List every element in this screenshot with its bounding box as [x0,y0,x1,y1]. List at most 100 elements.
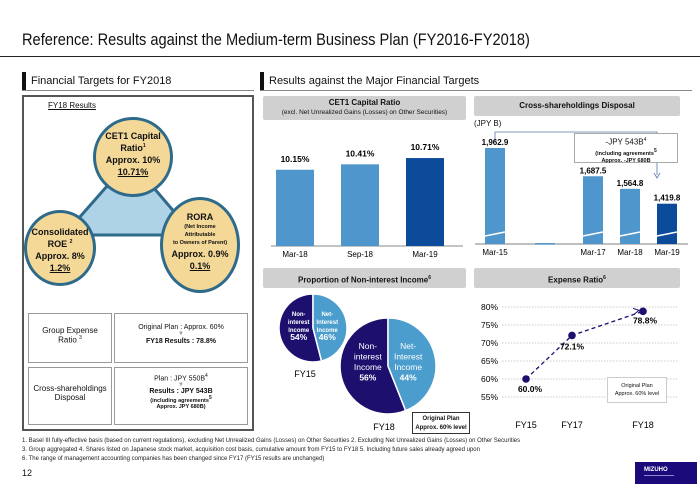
cet1-chart: 10.15% Mar-18 10.41% Sep-18 10.71% Mar-19 [271,142,463,259]
nonint-chart: Non-interestIncome54%Net-InterestIncome4… [278,293,437,432]
circle-subtitle: (Net Income [184,224,216,230]
plan-text: Original Plan : Approx. 60% [138,324,224,331]
footnote-ref: 5 [208,395,212,402]
bar [341,164,379,246]
series-line [525,310,644,380]
slice-value: 46% [319,332,336,342]
table-value-cross-shareholdings: Plan : JPY 550B4 ▼ Results : JPY 543B (i… [114,367,248,425]
nonint-chart-header: Proportion of Non-interest Income6 [263,268,466,288]
financial-targets-panel [22,95,254,431]
row-label: Cross-shareholdings [33,384,107,393]
arrow-head-icon [653,172,661,179]
chart-title: Expense Ratio [548,275,604,285]
circle-title: RORA [186,212,214,222]
bar [406,158,444,246]
triangle-shape [60,157,198,237]
axis-break-mark [582,231,604,237]
mizuho-logo: MIZUHO [635,462,697,484]
x-tick-label: FY15 [515,420,537,430]
footnote-ref: 6 [428,275,431,281]
footnote-line-1: 1. Basel III fully-effective basis (base… [22,438,521,444]
section-title: Financial Targets for FY2018 [31,75,172,87]
cross-chart-header: Cross-shareholdings Disposal [474,96,680,116]
y-tick-label: 55% [481,392,498,402]
circle-title2: ROE [47,239,68,249]
circle-cet1: CET1 Capital Ratio1 Approx. 10% 10.71% [93,117,173,197]
footnote-ref: 5 [653,147,657,154]
circle-result: 1.2% [49,263,71,273]
expense-note-box: Original Plan Approx. 60% level [607,377,667,403]
plan-text: Plan : JPY 550B [154,375,206,383]
data-label: 10.41% [346,148,375,158]
circle-rora: RORA (Net Income Attributable to Owners … [160,197,240,293]
x-tick-label: Mar-19 [412,250,438,259]
footnote-ref: 2 [69,239,73,245]
data-point [522,375,530,383]
note-line: Original Plan [621,383,653,389]
axis-break-mark [619,231,641,237]
x-tick-label: Mar-17 [580,248,606,257]
x-tick-label: Mar-15 [482,248,508,257]
bar [583,176,603,244]
data-label: 1,419.8 [654,194,681,203]
axis-break-mark [484,231,506,237]
section-title: Results against the Major Financial Targ… [269,75,480,87]
result-detail: Approx. JPY 680B) [156,404,206,411]
cross-chart: 1,962.9 Mar-15 1,687.5 Mar-17 1,564.8 Mar-18 1… [475,131,688,257]
circle-subtitle: Attributable [184,232,216,238]
circle-subtitle: to Owners of Parent) [172,240,228,246]
slice-label: Income [288,328,310,334]
cross-chart-unit: (JPY B) [474,119,502,128]
footnote-ref: 3 [79,335,82,341]
section-header-financial-targets: Financial Targets for FY2018 [22,70,254,91]
annotation-line: -JPY 543B [605,137,644,147]
pie-slice [312,293,348,362]
bar-placeholder [535,243,555,245]
slice-label: Non- [359,341,378,351]
section-header-major-targets: Results against the Major Financial Targ… [260,70,692,91]
title-divider [0,56,700,57]
bar [620,188,640,244]
circle-title2: Ratio [120,143,143,153]
circle-roe: Consolidated ROE 2 Approx. 8% 1.2% [24,210,96,286]
data-label: 72.1% [560,341,585,351]
data-label: 1,962.9 [482,138,509,147]
bar [276,169,314,246]
logo-text: MIZUHO [644,467,668,473]
row-label: Group Expense [42,326,98,335]
data-point [568,331,576,340]
x-tick-label: Mar-18 [282,250,308,259]
arrow-head-icon [632,307,641,315]
pie-slice [387,317,437,412]
circle-target: Approx. 8% [35,251,85,261]
data-label: 10.71% [411,142,440,152]
y-tick-label: 75% [481,320,498,330]
circle-result: 0.1% [189,261,211,271]
data-label: 1,687.5 [580,166,607,175]
result-text: Results : JPY 543B [149,388,213,396]
cross-annotation-box: -JPY 543B4 (including agreements5 Approx… [574,133,678,164]
slice-label: Income [354,362,382,372]
table-label-cross-shareholdings: Cross-shareholdings Disposal [28,367,112,425]
slice-label: Interest [394,352,423,362]
circle-title: CET1 Capital [105,131,161,141]
y-tick-label: 60% [481,374,498,384]
row-label2: Ratio [58,335,77,345]
slice-label: interest [354,352,383,362]
data-label: 10.15% [281,154,310,164]
row-label2: Disposal [54,393,86,402]
footnote-ref: 4 [205,373,208,379]
x-tick-label: Mar-19 [654,248,680,257]
footnote-ref: 4 [643,137,647,143]
data-label: 78.8% [633,315,658,325]
table-label-expense-ratio: Group Expense Ratio 3 [28,313,112,363]
slice-value: 56% [359,373,376,383]
slice-label: Net- [400,341,416,351]
circle-result: 10.71% [117,167,149,177]
logo-underline [644,475,674,476]
section-marker [22,72,26,90]
pie-slice [339,317,407,415]
slice-label: Income [317,328,339,334]
circle-target: Approx. 0.9% [171,249,229,259]
circle-target: Approx. 10% [105,155,161,165]
